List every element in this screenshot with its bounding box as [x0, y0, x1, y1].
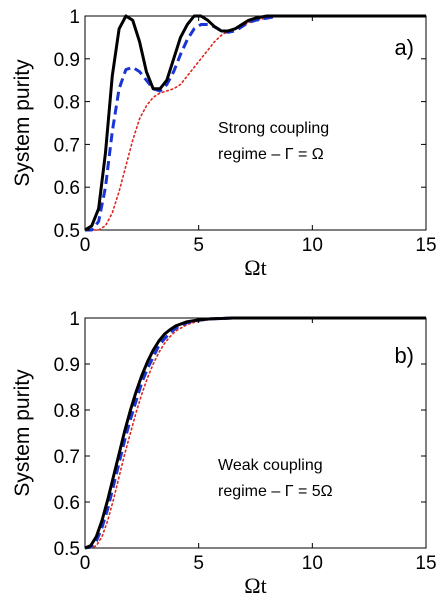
y-tick-label: 0.9: [54, 50, 80, 71]
x-tick-label: 0: [80, 553, 91, 574]
x-tick-label: 0: [80, 235, 91, 256]
x-axis-label: Ωt: [244, 573, 266, 598]
y-tick-label: 0.5: [54, 539, 80, 560]
y-tick-label: 0.6: [54, 178, 80, 199]
y-tick-label: 0.7: [54, 447, 80, 468]
regime-annotation-line: Weak coupling: [218, 457, 323, 474]
y-tick-label: 0.7: [54, 135, 80, 156]
y-axis-label: System purity: [11, 59, 34, 187]
x-tick-label: 5: [193, 235, 204, 256]
series-solid-line: [85, 316, 426, 550]
series-solid-line: [85, 14, 426, 232]
y-tick-label: 0.5: [54, 221, 80, 242]
x-tick-label: 5: [193, 553, 204, 574]
panel-a: 0 5 10 15 0.5 0.6 0.7 0.8 0.9 1 System purity Ωt a) S…: [11, 7, 437, 280]
series-dotted-line: [85, 15, 426, 231]
y-tick-label: 0.9: [54, 355, 80, 376]
y-axis-label: System purity: [11, 369, 34, 497]
series-dotted-line: [85, 317, 426, 549]
regime-annotation-line: Strong coupling: [218, 120, 329, 137]
plot-frame: [84, 317, 427, 549]
y-tick-label: 1: [69, 7, 80, 28]
y-tick-label: 0.8: [54, 93, 80, 114]
x-tick-label: 15: [415, 235, 436, 256]
y-tick-label: 0.6: [54, 493, 80, 514]
x-tick-label: 10: [302, 235, 323, 256]
series-dashed-line: [85, 316, 426, 550]
regime-annotation-line: regime – Γ = Ω: [218, 146, 324, 163]
panel-b: 0 5 10 15 0.5 0.6 0.7 0.8 0.9 1 System purity Ωt b) W…: [11, 309, 437, 598]
y-tick-label: 0.8: [54, 401, 80, 422]
regime-annotation-line: regime – Γ = 5Ω: [218, 483, 333, 500]
panel-label: b): [394, 343, 414, 368]
x-axis-label: Ωt: [244, 255, 266, 280]
x-tick-label: 15: [415, 553, 436, 574]
y-tick-label: 1: [69, 309, 80, 330]
x-tick-label: 10: [302, 553, 323, 574]
plot-frame: [84, 15, 427, 231]
panel-label: a): [394, 35, 414, 60]
